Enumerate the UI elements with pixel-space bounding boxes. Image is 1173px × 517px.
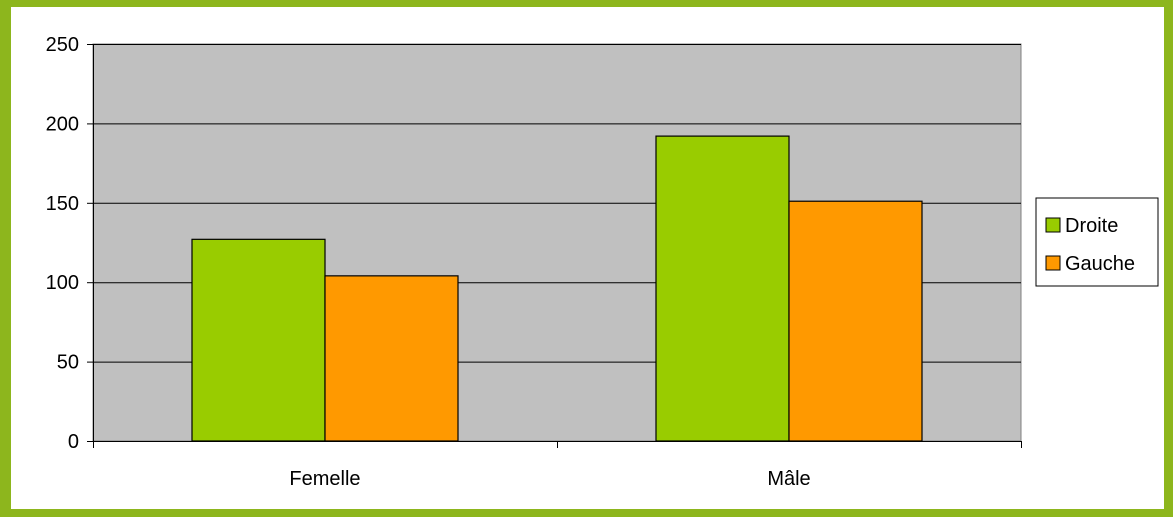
legend-label: Gauche (1065, 253, 1135, 275)
bar-chart: 0 50 100 150 200 250 Femelle Mâle Droite Gauche (46, 34, 1159, 490)
legend: Droite Gauche (1035, 197, 1159, 287)
bar-droite (191, 238, 326, 442)
legend-box (1035, 197, 1159, 287)
legend-swatch (1045, 217, 1061, 233)
y-tick-label: 100 (46, 272, 79, 294)
legend-label: Droite (1065, 215, 1118, 237)
y-tick-label: 50 (57, 352, 79, 374)
bar-gauche (324, 275, 459, 442)
chart-frame: 0 50 100 150 200 250 Femelle Mâle Droite Gauche (11, 7, 1164, 509)
bar-gauche (788, 200, 923, 442)
y-tick-label: 0 (68, 431, 79, 453)
y-tick-label: 150 (46, 193, 79, 215)
axes: 0 50 100 150 200 250 Femelle Mâle (46, 34, 1022, 490)
y-tick-label: 250 (46, 34, 79, 56)
x-tick-label: Mâle (767, 468, 810, 490)
legend-swatch (1045, 255, 1061, 271)
y-tick-label: 200 (46, 113, 79, 135)
x-tick-label: Femelle (289, 468, 360, 490)
bars (191, 135, 923, 442)
bar-droite (655, 135, 790, 442)
